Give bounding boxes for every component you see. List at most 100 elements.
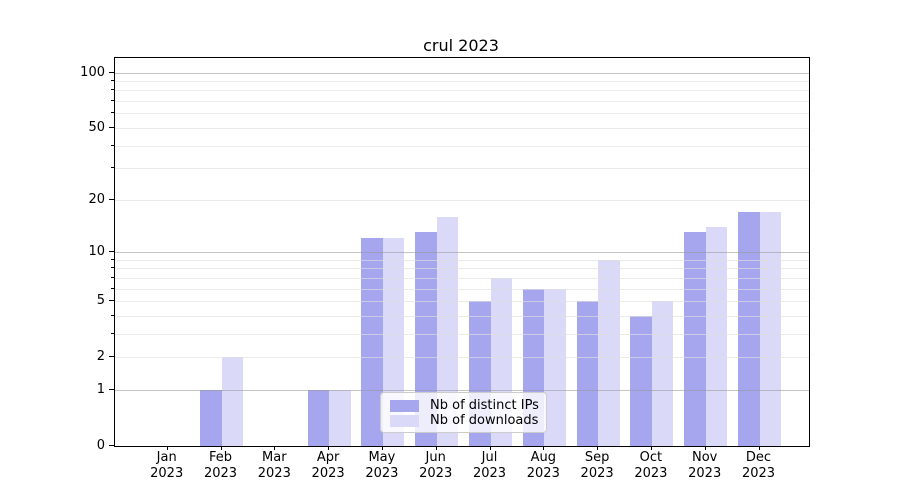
y-tick-label: 2 xyxy=(96,349,105,365)
x-tick xyxy=(543,446,545,450)
y-minor-tick xyxy=(111,267,114,269)
x-tick xyxy=(597,446,599,450)
x-tick-year: 2023 xyxy=(526,466,560,481)
y-tick-label: 5 xyxy=(96,293,105,309)
bar-distinct-ips-may xyxy=(361,238,383,446)
x-tick-label-jul: Jul 2023 xyxy=(461,450,519,482)
bar-downloads-aug xyxy=(544,288,566,446)
x-tick xyxy=(650,446,652,450)
x-tick-year: 2023 xyxy=(203,466,238,481)
y-minor-tick xyxy=(111,89,114,91)
y-tick xyxy=(109,198,114,200)
x-tick xyxy=(704,446,706,450)
y-tick xyxy=(109,251,114,252)
x-tick-year: 2023 xyxy=(150,466,184,481)
bar-distinct-ips-nov xyxy=(684,232,706,446)
x-tick-label-oct: Oct 2023 xyxy=(622,450,680,482)
y-minor-tick xyxy=(111,287,114,289)
x-tick-year: 2023 xyxy=(741,466,776,481)
x-tick-year: 2023 xyxy=(580,466,614,481)
legend-swatch-downloads xyxy=(390,414,419,427)
bar-downloads-oct xyxy=(651,301,674,446)
bar-downloads-dec xyxy=(759,212,781,446)
bar-distinct-ips-dec xyxy=(738,212,760,446)
x-tick-label-dec: Dec 2023 xyxy=(730,450,788,482)
y-minor-tick xyxy=(111,100,114,102)
bars-layer xyxy=(115,58,809,446)
legend-entry-downloads: Nb of downloads xyxy=(390,413,539,428)
y-minor-tick xyxy=(111,258,114,260)
bar-downloads-sep xyxy=(598,259,620,446)
legend-swatch-distinct-ips xyxy=(390,399,419,412)
y-minor-tick xyxy=(111,167,114,169)
y-minor-tick xyxy=(111,112,114,114)
y-minor-tick xyxy=(111,144,114,146)
bar-distinct-ips-sep xyxy=(576,301,599,446)
bar-distinct-ips-apr xyxy=(307,389,330,446)
y-minor-tick xyxy=(111,80,114,82)
x-tick-year: 2023 xyxy=(257,466,291,481)
x-tick-label-jan: Jan 2023 xyxy=(138,450,196,482)
bar-downloads-feb xyxy=(221,357,243,446)
y-minor-tick xyxy=(111,314,114,316)
x-tick-label-may: May 2023 xyxy=(353,450,411,482)
x-tick-year: 2023 xyxy=(419,466,453,481)
bar-downloads-jun xyxy=(436,216,459,446)
bar-downloads-nov xyxy=(705,226,728,446)
x-tick xyxy=(274,446,276,450)
x-tick xyxy=(328,446,330,450)
x-tick-year: 2023 xyxy=(472,466,507,481)
legend-label-downloads: Nb of downloads xyxy=(430,413,539,428)
plot-area xyxy=(114,57,810,447)
x-tick-year: 2023 xyxy=(365,466,399,481)
legend-label-distinct-ips: Nb of distinct IPs xyxy=(430,398,539,413)
bar-downloads-apr xyxy=(329,389,351,446)
y-tick-label: 0 xyxy=(96,438,105,453)
y-tick xyxy=(109,126,114,128)
x-tick xyxy=(166,446,168,450)
x-tick-month: May xyxy=(368,450,396,465)
x-tick-year: 2023 xyxy=(688,466,722,481)
x-tick xyxy=(381,446,383,450)
x-tick-month: Jan xyxy=(156,450,177,465)
y-minor-tick xyxy=(111,276,114,278)
x-tick-month: Oct xyxy=(639,450,663,465)
x-tick-year: 2023 xyxy=(634,466,668,481)
x-tick xyxy=(489,446,491,450)
x-tick-month: Sep xyxy=(584,450,610,465)
x-tick-label-mar: Mar 2023 xyxy=(245,450,303,482)
y-tick xyxy=(109,388,114,390)
x-tick-month: Jul xyxy=(481,450,498,465)
x-tick-label-feb: Feb 2023 xyxy=(192,450,250,482)
y-tick-label: 1 xyxy=(96,381,105,397)
x-tick-month: Apr xyxy=(316,450,340,465)
legend: Nb of distinct IPs Nb of downloads xyxy=(380,392,547,433)
x-tick-month: Feb xyxy=(208,450,233,465)
y-minor-tick xyxy=(111,332,114,334)
x-tick-label-sep: Sep 2023 xyxy=(568,450,626,482)
x-tick xyxy=(435,446,437,450)
chart-title: crul 2023 xyxy=(423,36,499,55)
y-tick-label: 20 xyxy=(88,191,105,207)
x-tick-month: Mar xyxy=(262,450,287,465)
y-tick xyxy=(109,300,114,302)
x-tick-month: Dec xyxy=(745,450,772,465)
x-tick-label-aug: Aug 2023 xyxy=(514,450,572,482)
x-tick-month: Aug xyxy=(530,450,556,465)
x-tick-label-apr: Apr 2023 xyxy=(299,450,357,482)
y-tick-label: 10 xyxy=(88,244,105,259)
x-tick xyxy=(758,446,760,450)
y-tick-label: 100 xyxy=(80,64,105,80)
bar-distinct-ips-feb xyxy=(200,389,222,446)
x-tick xyxy=(220,446,222,450)
y-tick xyxy=(109,356,114,358)
x-tick-label-jun: Jun 2023 xyxy=(407,450,465,482)
x-tick-label-nov: Nov 2023 xyxy=(676,450,734,482)
legend-entry-distinct-ips: Nb of distinct IPs xyxy=(390,398,539,413)
y-tick xyxy=(109,71,114,73)
y-tick-label: 50 xyxy=(88,119,105,135)
x-tick-month: Jun xyxy=(425,450,446,465)
bar-distinct-ips-oct xyxy=(630,315,652,446)
x-tick-year: 2023 xyxy=(311,466,345,481)
